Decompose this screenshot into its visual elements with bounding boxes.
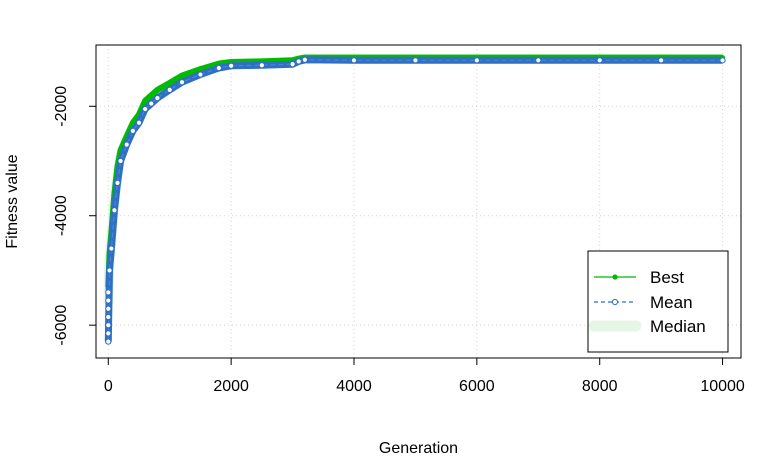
- mean-point: [105, 338, 112, 345]
- mean-dash-line: [107, 59, 723, 342]
- mean-point: [135, 119, 143, 126]
- y-tick-label: -6000: [53, 305, 70, 346]
- mean-point: [106, 267, 113, 274]
- x-tick-label: 0: [104, 378, 113, 395]
- x-tick-label: 6000: [459, 378, 495, 395]
- best-point: [179, 73, 185, 79]
- mean-point: [114, 179, 121, 186]
- y-tick-label: -4000: [53, 195, 70, 236]
- mean-point: [148, 100, 155, 107]
- mean-point: [301, 56, 308, 63]
- mean-point: [105, 297, 112, 304]
- mean-series: [104, 56, 726, 345]
- best-point: [148, 92, 154, 98]
- mean-point: [197, 71, 204, 78]
- mean-point: [105, 313, 112, 321]
- best-point: [167, 80, 173, 86]
- mean-point: [111, 207, 118, 214]
- mean-point: [117, 157, 124, 165]
- mean-point: [228, 62, 235, 69]
- x-tick-label: 10000: [700, 378, 745, 395]
- y-axis: -6000 -4000 -2000: [53, 86, 97, 346]
- best-point: [142, 98, 148, 104]
- legend-label: Best: [650, 268, 684, 287]
- best-point: [154, 87, 160, 93]
- y-axis-title: Fitness value: [4, 154, 21, 248]
- mean-point: [258, 62, 265, 69]
- mean-point: [142, 105, 149, 113]
- mean-point: [178, 79, 186, 86]
- mean-point: [166, 86, 173, 93]
- mean-point: [658, 57, 665, 64]
- legend-label: Median: [650, 317, 706, 336]
- legend-label: Mean: [650, 293, 693, 312]
- mean-point: [535, 57, 542, 64]
- legend-marker-best: [612, 274, 618, 280]
- y-tick-label: -2000: [53, 86, 70, 127]
- legend-marker-mean: [611, 298, 619, 306]
- mean-point: [105, 322, 112, 329]
- mean-point: [123, 141, 130, 148]
- mean-point: [108, 245, 115, 252]
- mean-point: [350, 57, 358, 64]
- mean-point: [105, 305, 112, 312]
- mean-point: [412, 57, 419, 64]
- mean-point: [129, 127, 136, 135]
- mean-point: [473, 57, 480, 64]
- legend: Best Mean Median: [587, 250, 729, 353]
- mean-point: [105, 330, 112, 337]
- best-point: [197, 66, 203, 72]
- x-axis-title: Generation: [379, 440, 458, 457]
- mean-point: [289, 61, 296, 68]
- x-axis: 0 2000 4000 6000 8000 10000: [104, 357, 745, 395]
- x-tick-label: 2000: [213, 378, 249, 395]
- x-tick-label: 8000: [582, 378, 618, 395]
- mean-point: [596, 57, 603, 64]
- mean-point: [215, 64, 222, 72]
- mean-point: [719, 57, 726, 64]
- mean-point: [105, 289, 112, 296]
- x-tick-label: 4000: [336, 378, 372, 395]
- mean-point: [295, 58, 302, 65]
- mean-point: [154, 94, 161, 102]
